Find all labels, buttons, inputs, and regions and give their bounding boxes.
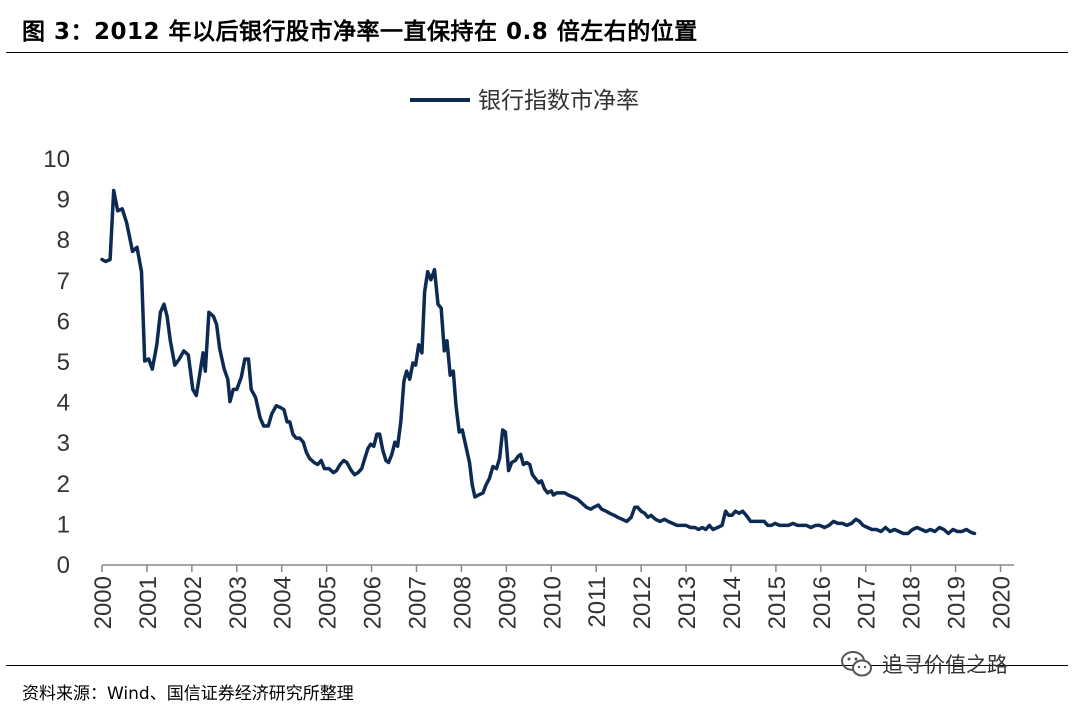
x-tick-label: 2005	[315, 576, 342, 629]
y-axis-ticks: 0 1 2 3 4 5 6 7 8 9 10	[43, 146, 70, 579]
chart-legend: 银行指数市净率	[410, 88, 639, 114]
x-tick-label: 2013	[674, 576, 701, 629]
x-tick-label: 2007	[404, 576, 431, 629]
wechat-icon	[841, 651, 872, 677]
x-tick-label: 2016	[809, 576, 836, 629]
x-tick-label: 2000	[90, 576, 117, 629]
x-tick-label: 2008	[449, 576, 476, 629]
y-tick-label: 4	[57, 390, 70, 417]
series-group	[100, 188, 977, 536]
x-tick-label: 2003	[225, 576, 252, 629]
x-tick-label: 2009	[494, 576, 521, 629]
source-rule	[6, 665, 1068, 666]
x-tick-label: 2011	[584, 576, 611, 628]
y-tick-label: 3	[57, 430, 70, 457]
watermark-text: 追寻价值之路	[882, 653, 1008, 677]
x-tick-label: 2017	[854, 576, 881, 629]
x-tick-label: 2001	[135, 576, 162, 629]
x-tick-label: 2012	[629, 576, 656, 629]
x-axis: 2000 2001 2002 2003 2004 2005 2006 2007 2008 2009…	[90, 564, 1016, 629]
series-line-0	[100, 188, 977, 536]
x-tick-label: 2019	[944, 576, 971, 629]
x-tick-label: 2006	[360, 576, 387, 629]
y-tick-label: 2	[57, 471, 70, 498]
x-tick-label: 2004	[270, 576, 297, 629]
watermark: 追寻价值之路	[840, 648, 1008, 680]
y-tick-label: 1	[57, 511, 70, 538]
source-note: 资料来源：Wind、国信证券经济研究所整理	[22, 684, 354, 704]
x-tick-label: 2002	[180, 576, 207, 629]
y-tick-label: 5	[57, 349, 70, 376]
y-tick-label: 6	[57, 308, 70, 335]
title-rule	[6, 52, 1068, 53]
x-tick-label: 2018	[899, 576, 926, 629]
x-tick-label: 2015	[764, 576, 791, 629]
legend-label: 银行指数市净率	[478, 88, 639, 114]
x-tick-label: 2014	[719, 576, 746, 629]
x-tick-label: 2020	[989, 576, 1016, 629]
y-tick-label: 7	[57, 268, 70, 295]
x-tick-label: 2010	[539, 576, 566, 629]
y-tick-label: 0	[57, 552, 70, 579]
figure-title: 图 3：2012 年以后银行股市净率一直保持在 0.8 倍左右的位置	[22, 19, 698, 45]
y-tick-label: 8	[57, 227, 70, 254]
y-tick-label: 9	[57, 187, 70, 214]
y-tick-label: 10	[43, 146, 70, 173]
